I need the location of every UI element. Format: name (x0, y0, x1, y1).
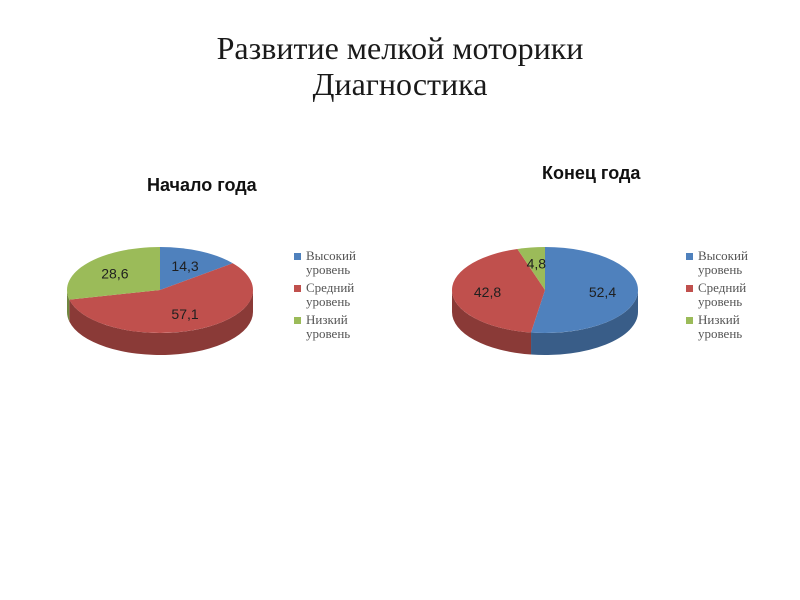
legend-swatch-medium (686, 285, 693, 292)
data-label-medium: 57,1 (171, 306, 198, 322)
legend-label-low: Низкий уровень (306, 312, 351, 341)
pie-slice-low (67, 247, 160, 300)
pie-slice-high (160, 247, 233, 290)
legend-item-high: Высокий уровень (686, 249, 762, 277)
pie-chart-svg: 14,3 57,1 28,6 (67, 247, 253, 355)
pie-slice-low (517, 247, 545, 290)
legend-item-low: Низкий уровень (686, 313, 762, 341)
legend-label-high: Высокий уровень (698, 248, 748, 277)
chart-legend: Высокий уровень Средний уровень Низкий у… (294, 249, 370, 345)
pie-wall-medium (69, 290, 253, 355)
legend-item-medium: Средний уровень (294, 281, 370, 309)
slide-title-line2: Диагностика (312, 66, 488, 102)
pie-wall-medium (452, 290, 532, 355)
legend-item-low: Низкий уровень (294, 313, 370, 341)
pie-chart-end-of-year: Конец года 52,4 42,8 4,8 Высокий уровень С… (420, 155, 790, 395)
pie-slice-medium (69, 263, 253, 333)
chart-title: Конец года (542, 163, 641, 183)
pie-chart-start-of-year: Начало года 14,3 57,1 28,6 Высокий уровень… (40, 165, 400, 395)
legend-label-medium: Средний уровень (698, 280, 747, 309)
pie-chart-svg: 52,4 42,8 4,8 (452, 247, 638, 355)
pie-wall-low (67, 290, 70, 322)
legend-item-medium: Средний уровень (686, 281, 762, 309)
data-label-low: 28,6 (101, 265, 128, 281)
slide-title: Развитие мелкой моторики Диагностика (0, 30, 800, 102)
data-label-high: 14,3 (171, 258, 198, 274)
chart-legend: Высокий уровень Средний уровень Низкий у… (686, 249, 762, 345)
pie-slice-medium (452, 248, 545, 333)
legend-swatch-high (294, 253, 301, 260)
legend-label-low: Низкий уровень (698, 312, 743, 341)
legend-swatch-medium (294, 285, 301, 292)
data-label-medium: 42,8 (474, 284, 501, 300)
data-label-high: 52,4 (589, 284, 616, 300)
chart-title: Начало года (147, 175, 257, 195)
legend-swatch-high (686, 253, 693, 260)
legend-swatch-low (686, 317, 693, 324)
pie-slice-high (531, 247, 638, 333)
legend-item-high: Высокий уровень (294, 249, 370, 277)
legend-label-medium: Средний уровень (306, 280, 355, 309)
legend-label-high: Высокий уровень (306, 248, 356, 277)
data-label-low: 4,8 (527, 256, 547, 272)
pie-wall-high (531, 290, 638, 355)
slide-title-line1: Развитие мелкой моторики (216, 30, 584, 66)
legend-swatch-low (294, 317, 301, 324)
